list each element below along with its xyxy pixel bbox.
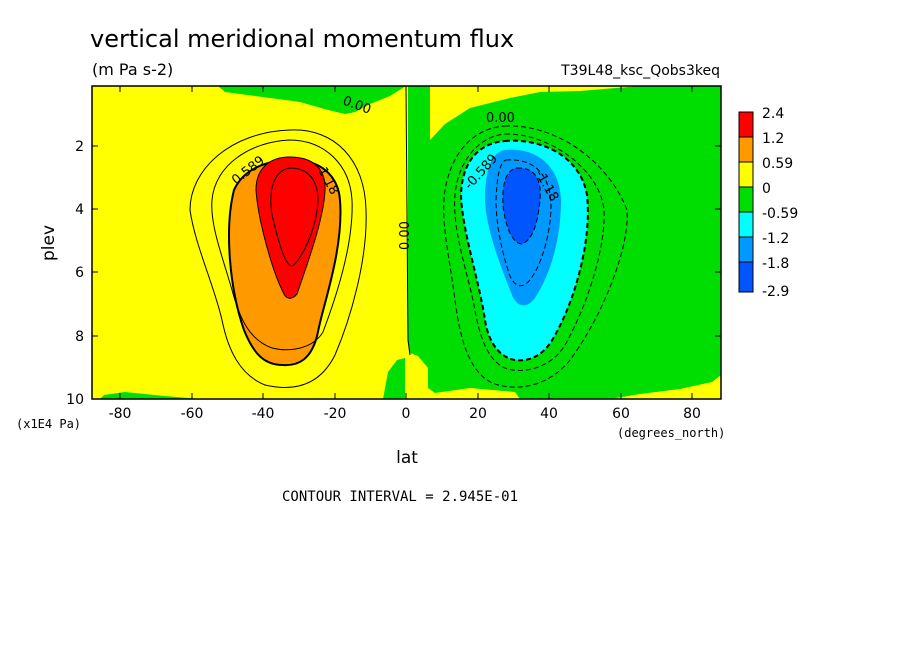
chart-title: vertical meridional momentum flux	[90, 25, 514, 53]
contour-equator	[405, 86, 411, 356]
colorbar-label: -2.9	[762, 284, 789, 300]
contour-positive-outer	[189, 129, 367, 388]
y-axis-label: plev	[39, 225, 59, 261]
contour-negative-outer	[443, 125, 628, 388]
y-tick-labels: 2 4 6 8 10	[66, 139, 84, 408]
x-axis-unit: (degrees_north)	[617, 426, 725, 440]
x-tick-label: -40	[252, 406, 275, 422]
colorbar-label: 2.4	[762, 106, 784, 122]
colorbar-label: -1.8	[762, 256, 789, 272]
yellow-patch-se	[610, 375, 721, 399]
tick-marks	[92, 86, 721, 399]
yellow-patch-ne	[430, 86, 640, 140]
colorbar-label: -1.2	[762, 231, 789, 247]
colorbar-swatch	[738, 161, 754, 188]
colorbar-label: 0	[762, 181, 771, 197]
colorbar-swatch	[738, 186, 754, 213]
y-tick-label: 2	[75, 139, 84, 155]
contour-dashed-lines	[443, 125, 628, 388]
negative-patch-bottom-sh	[100, 392, 200, 399]
negative-patch-equator	[383, 358, 405, 399]
negative-lobe-1.8	[502, 167, 541, 245]
colorbar-label: 0.59	[762, 156, 793, 172]
x-axis-label: lat	[396, 448, 418, 468]
contour-lines	[189, 86, 411, 388]
run-label: T39L48_ksc_Qobs3keq	[560, 63, 720, 79]
y-axis-unit: (x1E4 Pa)	[16, 417, 81, 431]
x-tick-label: 60	[612, 406, 630, 422]
negative-patch-top-sh	[218, 86, 406, 114]
contour-positive-mid	[211, 139, 353, 351]
contour-label: 0.00	[398, 221, 413, 250]
x-tick-label: 80	[683, 406, 701, 422]
x-tick-labels: -80 -60 -40 -20 0 20 40 60 80	[109, 406, 701, 422]
chart-subtitle: (m Pa s-2)	[92, 60, 173, 79]
contour-interval: CONTOUR INTERVAL = 2.945E-01	[282, 489, 518, 505]
x-tick-label: 0	[402, 406, 411, 422]
colorbar-swatch	[738, 261, 754, 293]
colorbar-swatch	[738, 236, 754, 263]
x-tick-label: -60	[181, 406, 204, 422]
plot-area	[92, 86, 721, 399]
x-tick-label: -20	[324, 406, 347, 422]
x-tick-label: -80	[109, 406, 132, 422]
contour-negative-mid	[454, 133, 605, 371]
y-tick-label: 8	[75, 329, 84, 345]
x-tick-label: 20	[469, 406, 487, 422]
contour-label: 0.00	[486, 111, 515, 126]
colorbar-label: -0.59	[762, 206, 798, 222]
positive-lobe-1.2	[255, 156, 326, 299]
colorbar-label: 1.2	[762, 131, 784, 147]
colorbar-swatch	[738, 111, 754, 138]
colorbar-swatch	[738, 136, 754, 163]
y-tick-label: 10	[66, 392, 84, 408]
y-tick-label: 4	[75, 202, 84, 218]
contour-negative-1.5	[495, 159, 552, 287]
contour-positive-inner	[270, 167, 319, 267]
y-tick-label: 6	[75, 265, 84, 281]
x-tick-label: 40	[540, 406, 558, 422]
colorbar: 2.4 1.2 0.59 0 -0.59 -1.2 -1.8 -2.9	[738, 106, 798, 300]
colorbar-swatch	[738, 211, 754, 238]
